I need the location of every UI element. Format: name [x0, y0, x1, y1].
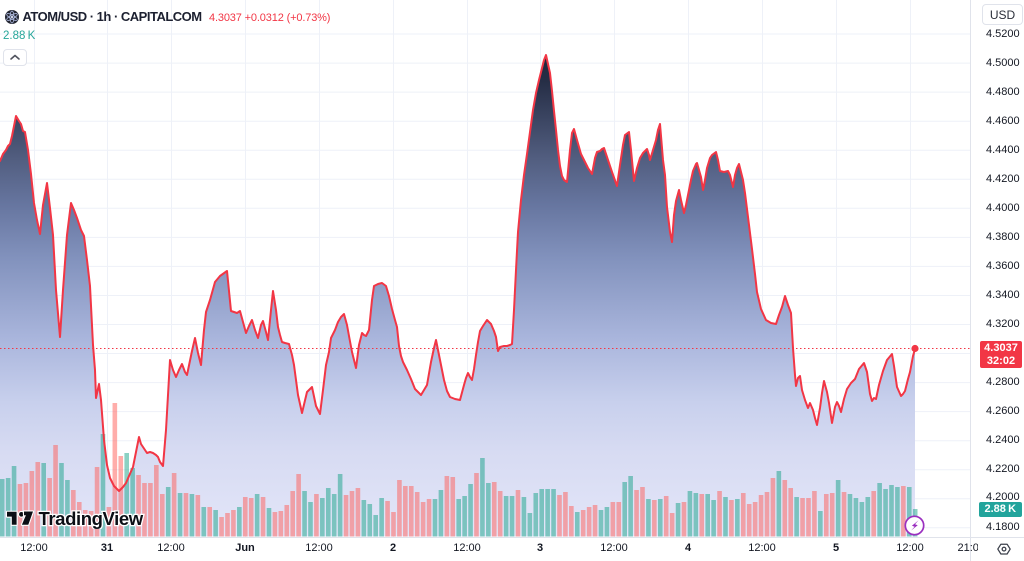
svg-text:TradingView: TradingView [39, 509, 144, 529]
